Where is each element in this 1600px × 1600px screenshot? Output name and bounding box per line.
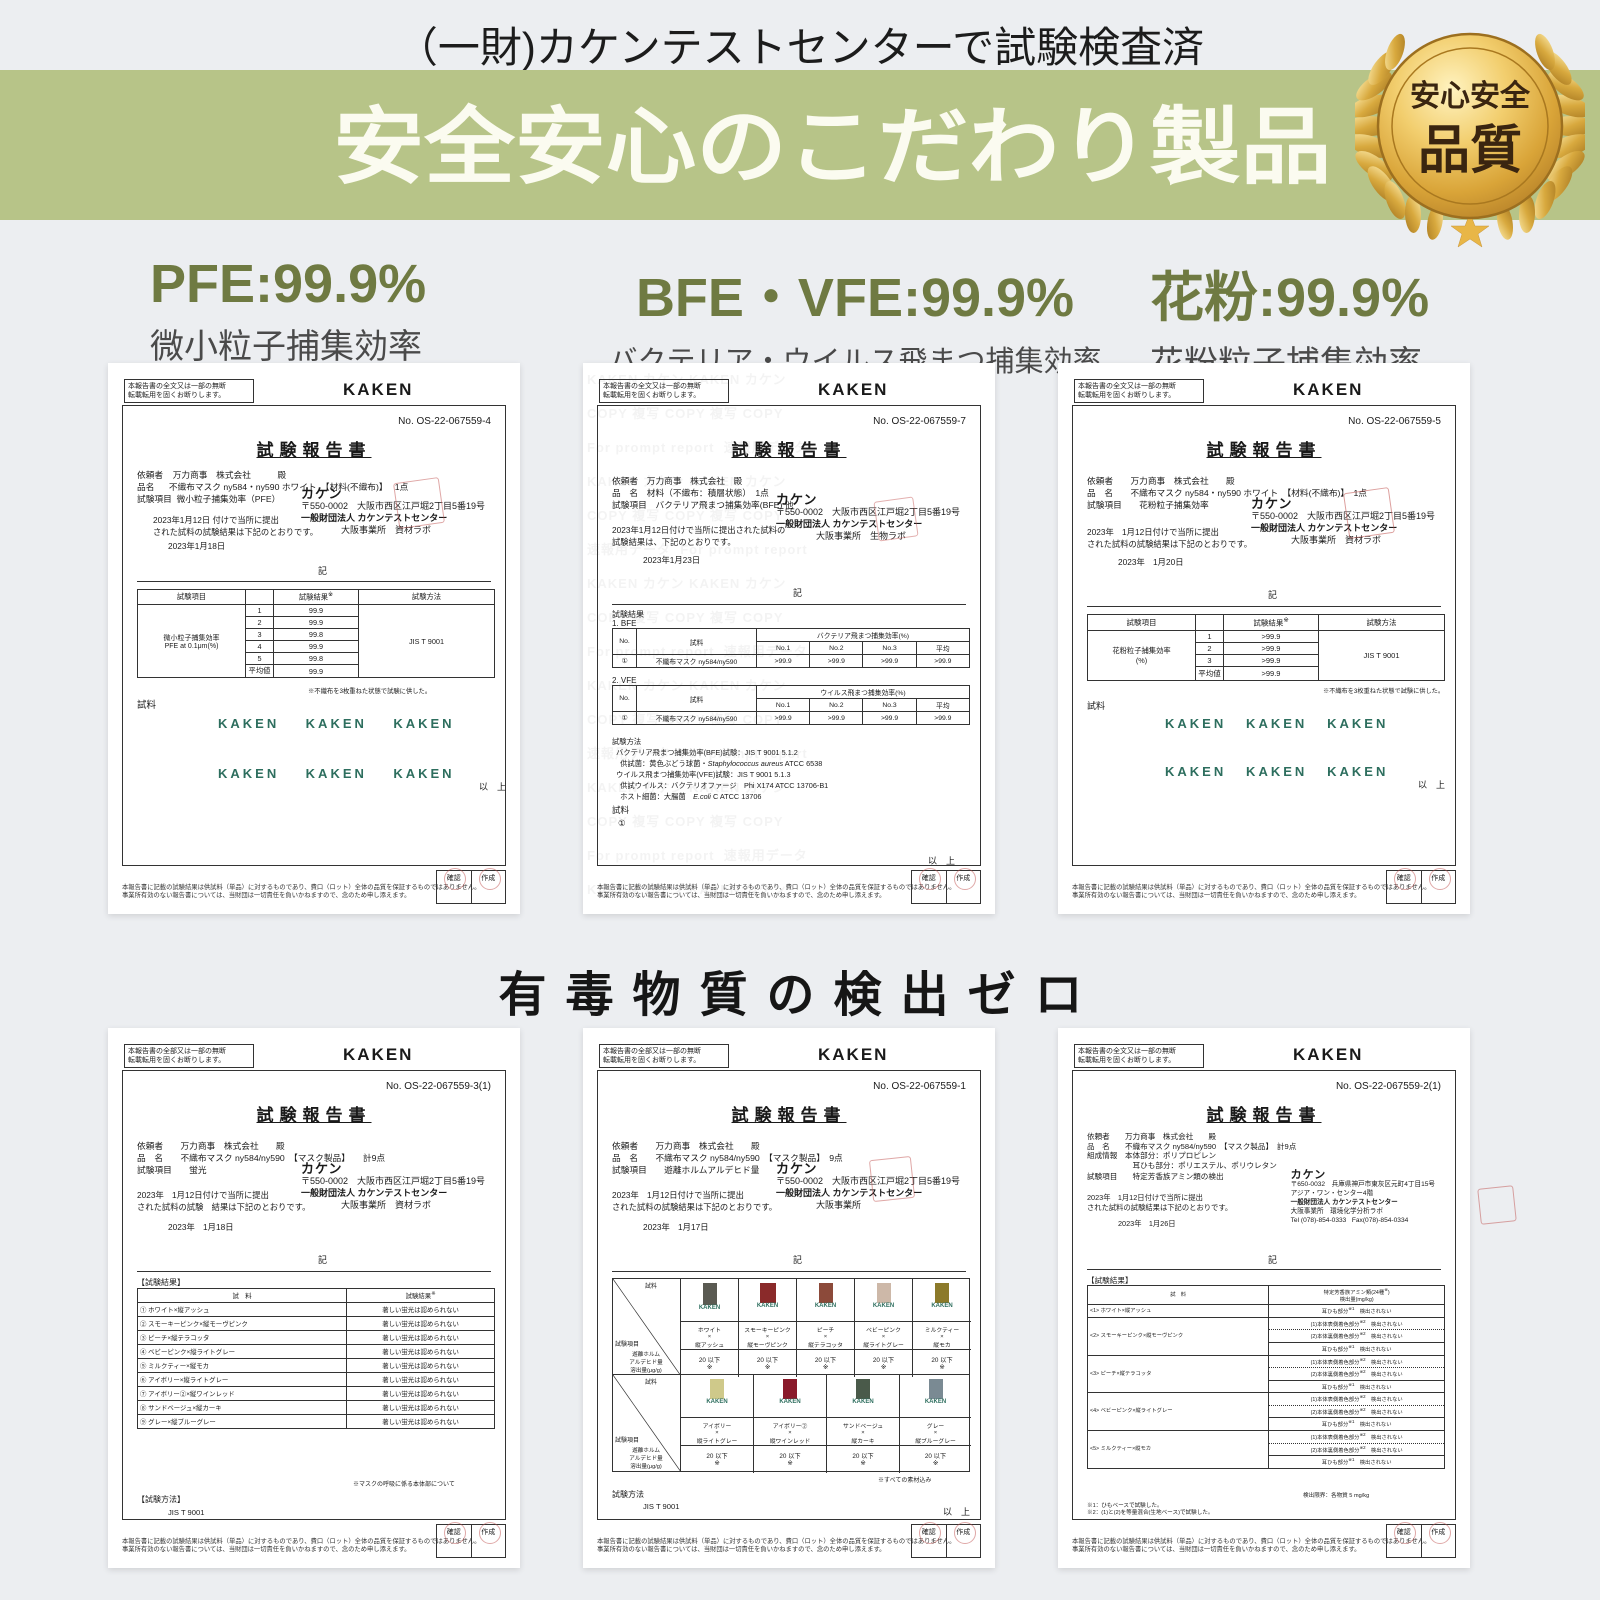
svg-text:品質: 品質 [1418,122,1522,180]
svg-text:安心安全: 安心安全 [1410,79,1531,113]
